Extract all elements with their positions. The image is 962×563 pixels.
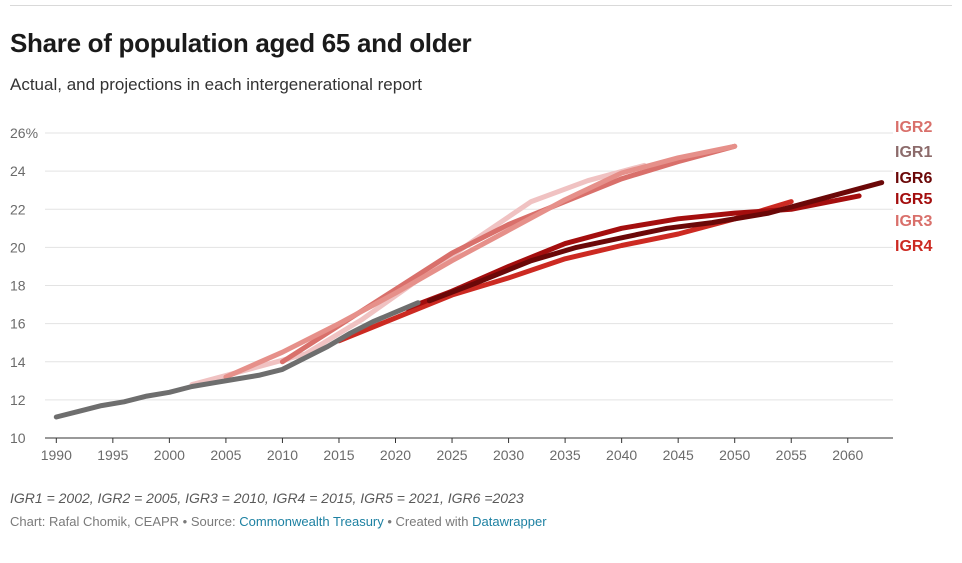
- x-tick-label: 2030: [493, 447, 524, 463]
- chart-footer: Chart: Rafal Chomik, CEAPR • Source: Com…: [10, 514, 547, 529]
- y-tick-label: 24: [10, 163, 26, 179]
- x-tick-label: 2040: [606, 447, 637, 463]
- x-tick-label: 2055: [776, 447, 807, 463]
- chart-subtitle: Actual, and projections in each intergen…: [10, 75, 423, 94]
- y-tick-label: 26%: [10, 125, 38, 141]
- y-tick-label: 10: [10, 430, 26, 446]
- x-tick-label: 2035: [550, 447, 581, 463]
- x-tick-label: 2060: [832, 447, 863, 463]
- top-divider: [10, 5, 952, 6]
- series-line-actual: [53, 300, 421, 420]
- x-tick-label: 1995: [97, 447, 128, 463]
- y-tick-label: 20: [10, 239, 26, 255]
- footer-middle: • Created with: [383, 514, 473, 529]
- x-tick-label: 2045: [663, 447, 694, 463]
- y-tick-label: 18: [10, 278, 26, 294]
- series-line-igr5: [404, 193, 862, 311]
- y-axis: 10 12 14 16 18 20 22 24 26%: [10, 125, 38, 446]
- series-line-igr6: [426, 180, 885, 304]
- series-label-igr1: IGR1: [895, 144, 932, 161]
- series-line-igr2: [223, 143, 738, 380]
- y-tick-label: 12: [10, 392, 26, 408]
- report-years-note: IGR1 = 2002, IGR2 = 2005, IGR3 = 2010, I…: [10, 490, 524, 506]
- x-tick-label: 2015: [323, 447, 354, 463]
- x-tick-label: 2005: [210, 447, 241, 463]
- x-tick-label: 2025: [436, 447, 467, 463]
- series-label-igr3: IGR3: [895, 213, 932, 230]
- x-tick-label: 2020: [380, 447, 411, 463]
- line-chart: 10 12 14 16 18 20 22 24 26% 1990 1995 2000 2005 2010…: [10, 119, 932, 463]
- x-tick-label: 1990: [41, 447, 72, 463]
- x-tick-label: 2050: [719, 447, 750, 463]
- series-label-igr2: IGR2: [895, 119, 932, 136]
- series-labels: IGR2 IGR1 IGR6 IGR5 IGR3 IGR4: [895, 119, 932, 255]
- y-tick-label: 14: [10, 354, 26, 370]
- x-tick-label: 2000: [154, 447, 185, 463]
- x-axis: 1990 1995 2000 2005 2010 2015 2020 2025 2030 2035…: [41, 438, 864, 463]
- gridlines: [45, 132, 893, 439]
- series-lines: [53, 143, 885, 420]
- x-tick-label: 2010: [267, 447, 298, 463]
- series-label-igr6: IGR6: [895, 170, 932, 187]
- series-label-igr5: IGR5: [895, 191, 932, 208]
- y-tick-label: 22: [10, 201, 26, 217]
- y-tick-label: 16: [10, 316, 26, 332]
- series-label-igr4: IGR4: [895, 238, 932, 255]
- source-link[interactable]: Commonwealth Treasury: [239, 514, 384, 529]
- chart-title: Share of population aged 65 and older: [10, 28, 472, 58]
- datawrapper-link[interactable]: Datawrapper: [472, 514, 547, 529]
- footer-prefix: Chart: Rafal Chomik, CEAPR • Source:: [10, 514, 240, 529]
